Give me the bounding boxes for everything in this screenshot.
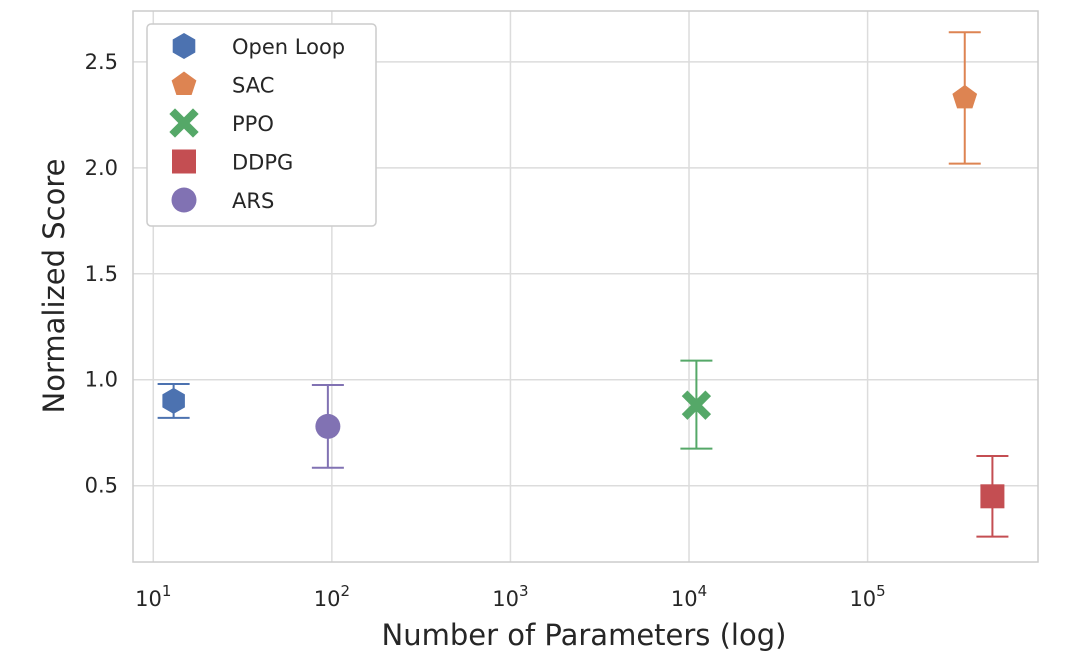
x-tick-label: 105 (849, 582, 885, 611)
x-tick-label: 101 (135, 582, 171, 611)
legend-entry-ppo: PPO (169, 108, 274, 138)
legend-label-ddpg: DDPG (232, 151, 293, 175)
y-tick-label: 0.5 (85, 474, 118, 498)
y-tick-label: 1.5 (85, 262, 118, 286)
x-tick-exponent: 3 (519, 582, 529, 600)
x-tick-base: 10 (314, 587, 341, 611)
x-tick-base: 10 (849, 587, 876, 611)
x-tick-base: 10 (135, 587, 162, 611)
x-marker-stroke (681, 390, 712, 420)
x-tick-label: 103 (492, 582, 528, 611)
legend-label-ppo: PPO (232, 112, 274, 136)
data-point-ppo (681, 390, 712, 420)
x-marker-stroke (169, 108, 199, 138)
data-point-open-loop (162, 387, 185, 414)
series-ddpg (976, 455, 1009, 538)
y-tick-label: 2.0 (85, 156, 118, 180)
legend-label-open-loop: Open Loop (232, 35, 345, 59)
x-tick-exponent: 1 (162, 582, 172, 600)
legend-entry-open-loop: Open Loop (172, 33, 345, 59)
x-tick-label: 104 (671, 582, 707, 611)
data-point-ddpg (980, 484, 1005, 509)
data-point-ars (315, 413, 341, 439)
data-markers (157, 31, 1009, 538)
legend-marker-sac (171, 71, 197, 95)
legend-marker-open-loop (172, 33, 196, 59)
series-open-loop (157, 382, 190, 419)
legend-entry-ars: ARS (171, 187, 274, 213)
series-ars (311, 384, 344, 469)
x-tick-label: 102 (314, 582, 350, 611)
series-ppo (680, 359, 713, 450)
series-sac (948, 31, 981, 165)
legend-entry-ddpg: DDPG (172, 149, 293, 175)
legend-label-sac: SAC (232, 74, 274, 98)
y-tick-label: 1.0 (85, 368, 118, 392)
legend-marker-ppo (169, 108, 199, 138)
legend-entry-sac: SAC (171, 71, 274, 98)
legend-box (146, 23, 377, 227)
legend-marker-ddpg (172, 149, 196, 174)
legend-label-ars: ARS (232, 189, 274, 213)
y-tick-label: 2.5 (85, 50, 118, 74)
y-axis-title: Normalized Score (37, 159, 71, 414)
x-tick-exponent: 5 (876, 582, 886, 600)
x-axis-title: Number of Parameters (log) (382, 618, 787, 652)
x-tick-base: 10 (671, 587, 698, 611)
plot-frame (132, 10, 1039, 563)
x-tick-exponent: 4 (698, 582, 708, 600)
x-tick-base: 10 (492, 587, 519, 611)
legend: Open Loop SAC PPO DDPG ARS (146, 23, 377, 227)
x-tick-exponent: 2 (340, 582, 350, 600)
data-point-sac (952, 84, 978, 109)
legend-marker-ars (171, 187, 197, 213)
